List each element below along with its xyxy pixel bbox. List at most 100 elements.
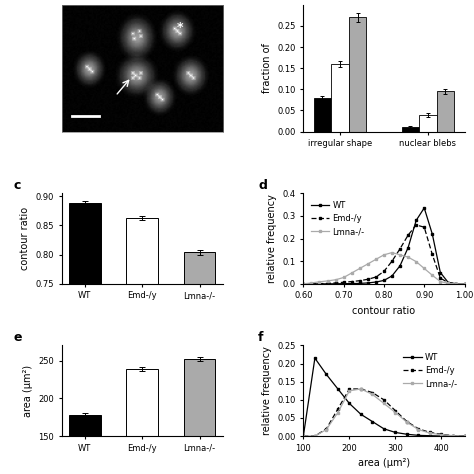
Text: e: e [13, 331, 22, 344]
Emd-/y [381, 397, 387, 403]
WT [301, 281, 306, 287]
Emd-/y [421, 224, 427, 230]
WT [397, 263, 403, 269]
Lmna-/- [341, 274, 346, 280]
Line: Emd-/y: Emd-/y [302, 224, 466, 285]
Emd-/y [309, 281, 314, 287]
Emd-/y [450, 433, 456, 438]
WT [462, 433, 467, 439]
Bar [184, 359, 216, 474]
WT [392, 429, 398, 435]
Emd-/y [312, 433, 318, 439]
Emd-/y [325, 281, 330, 286]
Y-axis label: contour ratio: contour ratio [20, 207, 30, 270]
Emd-/y [341, 279, 346, 285]
Bar [401, 128, 419, 132]
X-axis label: contour ratio: contour ratio [352, 306, 416, 316]
Lmna-/- [427, 430, 433, 436]
WT [381, 426, 387, 432]
Emd-/y [404, 419, 410, 424]
Bar [69, 203, 100, 474]
WT [405, 245, 411, 250]
Emd-/y [405, 232, 411, 238]
Lmna-/- [454, 281, 459, 287]
Emd-/y [365, 276, 371, 282]
Bar [419, 115, 437, 132]
WT [446, 280, 451, 285]
Emd-/y [413, 222, 419, 228]
WT [357, 281, 363, 286]
Lmna-/- [357, 265, 363, 271]
WT [404, 431, 410, 437]
Emd-/y [389, 258, 395, 264]
Line: Lmna-/-: Lmna-/- [302, 388, 466, 438]
Emd-/y [346, 386, 352, 392]
Line: Lmna-/-: Lmna-/- [302, 251, 466, 285]
Text: f: f [258, 331, 264, 344]
Lmna-/- [405, 254, 411, 260]
WT [317, 281, 322, 287]
WT [349, 281, 355, 286]
Emd-/y [317, 281, 322, 286]
Lmna-/- [324, 427, 329, 432]
X-axis label: area (μm²): area (μm²) [358, 458, 410, 468]
Line: Emd-/y: Emd-/y [302, 388, 466, 438]
Lmna-/- [301, 281, 306, 287]
WT [309, 281, 314, 287]
Emd-/y [446, 280, 451, 285]
Lmna-/- [446, 281, 451, 286]
Legend: WT, Emd-/y, Lmna-/-: WT, Emd-/y, Lmna-/- [400, 350, 460, 392]
Lmna-/- [381, 401, 387, 406]
WT [301, 433, 306, 439]
Line: WT: WT [302, 357, 466, 438]
WT [335, 386, 341, 392]
Lmna-/- [413, 259, 419, 264]
Lmna-/- [450, 433, 456, 438]
Bar [437, 91, 454, 132]
WT [427, 433, 433, 438]
Emd-/y [429, 252, 435, 257]
Emd-/y [357, 278, 363, 283]
Emd-/y [324, 426, 329, 432]
WT [341, 281, 346, 286]
Lmna-/- [381, 252, 387, 258]
Lmna-/- [370, 392, 375, 397]
WT [373, 279, 379, 285]
WT [324, 372, 329, 377]
Lmna-/- [389, 250, 395, 255]
Bar [331, 64, 349, 132]
Emd-/y [373, 274, 379, 280]
Line: WT: WT [302, 207, 466, 285]
Lmna-/- [397, 252, 403, 258]
Bar [69, 415, 100, 474]
Lmna-/- [421, 265, 427, 271]
WT [429, 231, 435, 237]
Lmna-/- [349, 270, 355, 276]
Y-axis label: area (μm²): area (μm²) [23, 365, 33, 417]
WT [450, 433, 456, 439]
Lmna-/- [325, 278, 330, 284]
WT [358, 411, 364, 417]
Emd-/y [301, 433, 306, 439]
Lmna-/- [365, 261, 371, 267]
Lmna-/- [312, 433, 318, 439]
Emd-/y [416, 426, 421, 432]
Text: c: c [13, 179, 21, 191]
WT [462, 281, 467, 287]
Lmna-/- [309, 280, 314, 286]
WT [389, 273, 395, 279]
Y-axis label: relative frequency: relative frequency [262, 346, 272, 435]
WT [346, 401, 352, 406]
WT [438, 433, 444, 439]
Lmna-/- [346, 388, 352, 393]
Lmna-/- [333, 277, 338, 283]
Emd-/y [333, 280, 338, 286]
Emd-/y [454, 281, 459, 286]
Lmna-/- [404, 419, 410, 425]
Emd-/y [438, 275, 443, 281]
Emd-/y [335, 406, 341, 412]
WT [421, 205, 427, 211]
Lmna-/- [438, 279, 443, 284]
Lmna-/- [462, 433, 467, 439]
Lmna-/- [335, 410, 341, 415]
